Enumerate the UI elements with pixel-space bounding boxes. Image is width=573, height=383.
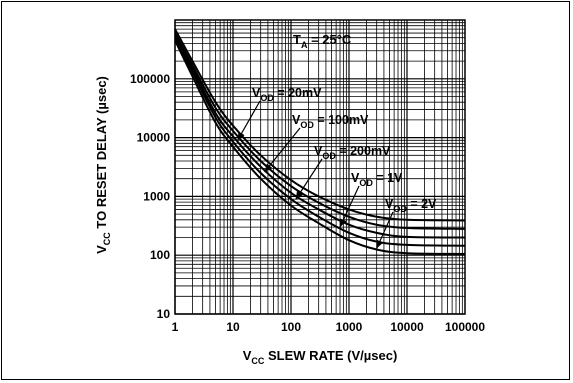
x-tick-label: 10 <box>226 320 240 334</box>
series-label-4: VOD = 1V <box>339 171 403 228</box>
svg-text:VOD = 1V: VOD = 1V <box>351 171 403 188</box>
leader-line <box>264 127 301 173</box>
series-line-3 <box>174 34 466 239</box>
arrowhead <box>237 131 245 141</box>
arrowhead <box>264 163 273 172</box>
series-label-3: VOD = 200mV <box>295 144 391 200</box>
x-tick-labels: 1 10 100 1000 10000 100000 <box>172 320 486 334</box>
y-tick-label: 100000 <box>130 72 170 86</box>
leader-line <box>295 158 323 200</box>
y-axis-label: VCC TO RESET DELAY (µsec) <box>94 76 112 254</box>
series-line-4 <box>174 37 466 247</box>
grid <box>174 20 465 315</box>
y-tick-label: 10000 <box>137 131 171 145</box>
y-tick-label: 10 <box>157 307 171 321</box>
x-tick-label: 100000 <box>445 320 485 334</box>
y-tick-label: 100 <box>150 248 170 262</box>
series-labels: VOD = 20mV VOD = 100mV VOD = 200mV VOD = 1V… <box>237 86 437 249</box>
y-tick-label: 1000 <box>143 189 170 203</box>
svg-text:VOD = 200mV: VOD = 200mV <box>314 144 391 161</box>
temperature-condition: TA = 25°C <box>293 32 352 50</box>
series-label-5: VOD = 2V <box>376 197 437 249</box>
series-line-1 <box>174 28 466 222</box>
svg-text:VOD = 100mV: VOD = 100mV <box>292 113 369 130</box>
arrowhead <box>340 218 347 228</box>
series-line-2 <box>174 32 466 230</box>
arrowhead <box>376 239 384 249</box>
x-tick-label: 100 <box>281 320 301 334</box>
x-tick-label: 10000 <box>390 320 424 334</box>
curves <box>174 28 466 255</box>
y-tick-labels: 10 100 1000 10000 100000 <box>130 72 170 321</box>
x-tick-label: 1000 <box>336 320 363 334</box>
svg-text:VOD = 2V: VOD = 2V <box>385 197 437 214</box>
x-tick-label: 1 <box>172 320 179 334</box>
series-line-5 <box>174 39 466 255</box>
arrowhead <box>295 191 303 200</box>
series-label-2: VOD = 100mV <box>264 113 369 173</box>
svg-text:VOD = 20mV: VOD = 20mV <box>252 86 322 103</box>
series-label-1: VOD = 20mV <box>237 86 322 141</box>
x-axis-label: VCC SLEW RATE (V/µsec) <box>243 348 398 366</box>
plot-area-border <box>174 19 466 315</box>
